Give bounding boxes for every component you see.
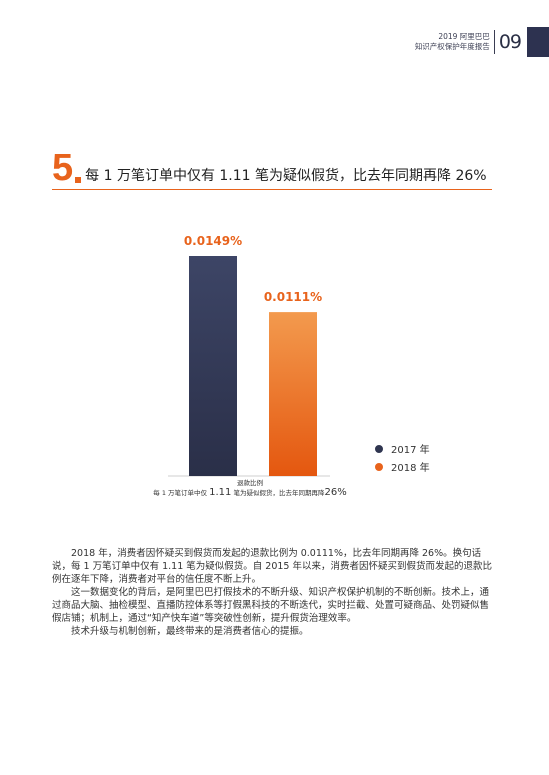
section-title: 每 1 万笔订单中仅有 1.11 笔为疑似假货，比去年同期再降 26%	[85, 168, 487, 184]
report-title: 2019 阿里巴巴 知识产权保护年度报告	[415, 32, 490, 52]
page-header: 2019 阿里巴巴 知识产权保护年度报告 09	[415, 27, 549, 57]
chart-footer: 退款比例 每 1 万笔订单中仅 1.11 笔为疑似假货，比去年同期再降26%	[150, 478, 350, 498]
bar-2017	[189, 256, 237, 476]
header-divider	[493, 30, 495, 54]
title-underline	[52, 189, 492, 190]
report-title-line1: 2019 阿里巴巴	[438, 32, 490, 41]
section-number: 5	[52, 147, 74, 189]
page-number: 09	[498, 31, 522, 53]
caption-value: 1.11	[209, 487, 232, 498]
legend-label: 2017 年	[391, 443, 430, 456]
caption-prefix: 每 1 万笔订单中仅	[153, 489, 208, 497]
section-number-dot	[75, 177, 82, 183]
paragraph-3: 技术升级与机制创新，最终带来的是消费者信心的提振。	[71, 626, 309, 637]
bar-2018	[269, 312, 317, 476]
paragraph-2: 这一数据变化的背后，是阿里巴巴打假技术的不断升级、知识产权保护机制的不断创新。技…	[52, 587, 490, 624]
legend-label: 2018 年	[391, 461, 430, 474]
body-text: 2018 年，消费者因怀疑买到假货而发起的退款比例为 0.0111%，比去年同期…	[52, 547, 498, 638]
chart-caption: 每 1 万笔订单中仅 1.11 笔为疑似假货，比去年同期再降26%	[150, 488, 350, 498]
legend-marker-2017	[375, 445, 383, 453]
bar-value-label: 0.0149%	[184, 234, 242, 248]
report-title-line2: 知识产权保护年度报告	[414, 42, 490, 51]
section-heading: 5 每 1 万笔订单中仅有 1.11 笔为疑似假货，比去年同期再降 26%	[52, 147, 487, 189]
bar-value-label: 0.0111%	[264, 290, 322, 304]
paragraph-1: 2018 年，消费者因怀疑买到假货而发起的退款比例为 0.0111%，比去年同期…	[52, 548, 492, 585]
legend-marker-2018	[375, 463, 383, 471]
refund-ratio-bar-chart: 0.0149% 0.0111% 2017 年 2018 年	[168, 234, 430, 477]
chart-x-label: 退款比例	[237, 479, 263, 487]
header-accent-bar	[527, 27, 549, 57]
caption-mid: 笔为疑似假货，比去年同期再降	[233, 489, 325, 497]
caption-percent: 26%	[324, 487, 347, 498]
